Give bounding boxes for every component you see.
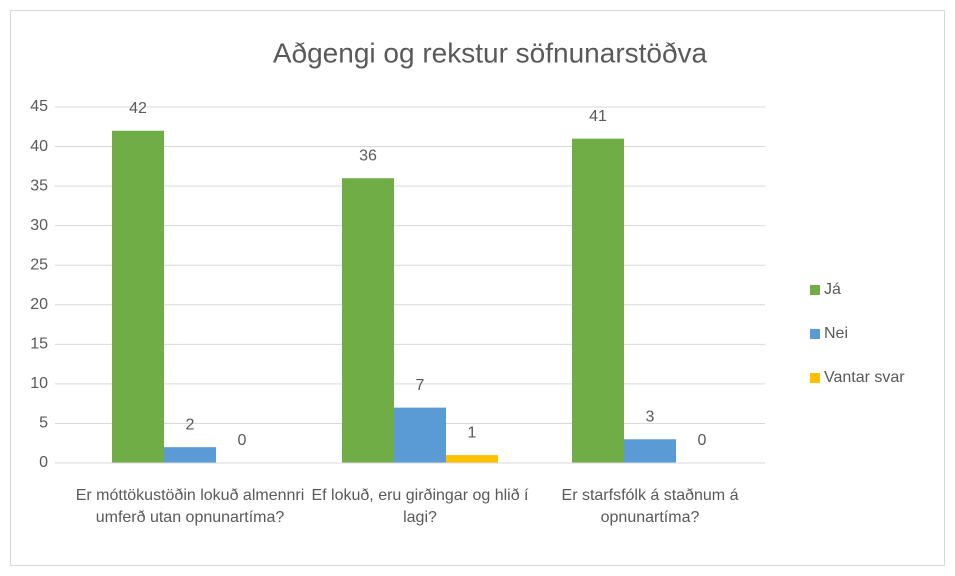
x-tick-label: Er starfsfólk á staðnum á opnunartíma?	[561, 487, 739, 526]
y-tick-label: 30	[30, 217, 48, 234]
chart-border	[10, 10, 945, 566]
value-label: 41	[589, 108, 607, 125]
value-label: 1	[468, 424, 477, 441]
y-tick-label: 15	[30, 336, 48, 353]
legend-swatch	[810, 285, 820, 295]
y-tick-label: 25	[30, 256, 48, 273]
value-label: 0	[238, 432, 247, 449]
y-tick-label: 40	[30, 138, 48, 155]
bar	[394, 407, 446, 463]
bar	[624, 439, 676, 463]
value-label: 3	[646, 408, 655, 425]
y-tick-label: 0	[39, 454, 48, 471]
value-label: 2	[186, 416, 195, 433]
y-tick-label: 20	[30, 296, 48, 313]
bar	[112, 130, 164, 463]
x-tick-label: Er móttökustöðin lokuð almennri umferð u…	[75, 487, 305, 526]
value-label: 0	[698, 432, 707, 449]
legend-label: Vantar svar	[824, 369, 905, 386]
legend-swatch	[810, 329, 820, 339]
y-tick-label: 5	[39, 415, 48, 432]
y-tick-label: 10	[30, 375, 48, 392]
legend-label: Já	[824, 281, 841, 298]
y-tick-label: 45	[30, 98, 48, 115]
value-label: 42	[129, 100, 147, 117]
bar	[164, 447, 216, 463]
bar	[446, 455, 498, 463]
value-label: 7	[416, 377, 425, 394]
value-label: 36	[359, 147, 377, 164]
x-tick-label: Ef lokuð, eru girðingar og hlið í lagi?	[311, 487, 529, 526]
bar	[572, 138, 624, 463]
y-tick-label: 35	[30, 177, 48, 194]
bar	[342, 178, 394, 463]
chart-title: Aðgengi og rekstur söfnunarstöðva	[273, 37, 708, 68]
legend-swatch	[810, 373, 820, 383]
legend-label: Nei	[824, 325, 848, 342]
